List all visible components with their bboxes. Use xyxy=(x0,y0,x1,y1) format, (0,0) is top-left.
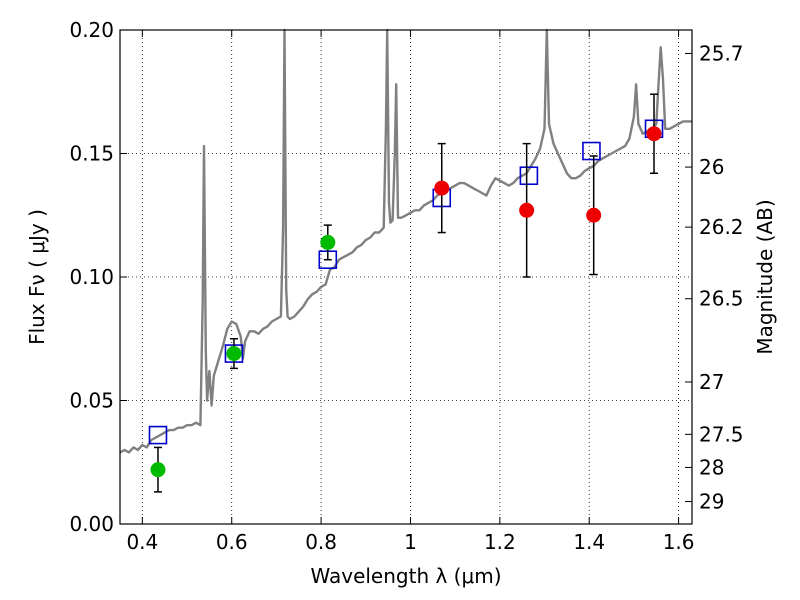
model-photometry-square xyxy=(582,141,601,161)
spectrum-layer xyxy=(119,28,692,454)
right-tick-label: 29 xyxy=(699,490,724,514)
observed-point xyxy=(150,462,166,478)
x-tick-label: 0.8 xyxy=(305,530,337,554)
right-tick-label: 25.7 xyxy=(699,41,744,65)
marker-layer xyxy=(148,93,664,493)
y-tick-label: 0.15 xyxy=(69,142,114,166)
x-tick-label: 0.6 xyxy=(216,530,248,554)
observed-point xyxy=(646,126,662,142)
tick-layer: 0.4 0.6 0.8 1 1.2 1.4 1.6 0.00 0.05 0.10 0.15 0.20 2… xyxy=(69,18,743,554)
x-tick-label: 1.2 xyxy=(484,530,516,554)
y-axis-label: Flux Fν ( μJy ) xyxy=(25,209,49,345)
x-tick-label: 1 xyxy=(404,530,417,554)
right-tick-label: 27.5 xyxy=(699,422,744,446)
y-tick-label: 0.05 xyxy=(69,389,114,413)
x-tick-label: 0.4 xyxy=(126,530,158,554)
x-tick-label: 1.6 xyxy=(663,530,695,554)
right-tick-label: 26 xyxy=(699,155,724,179)
right-tick-label: 27 xyxy=(699,370,724,394)
y-tick-label: 0.10 xyxy=(69,265,114,289)
observed-point xyxy=(519,202,535,218)
observed-point xyxy=(434,180,450,196)
right-tick-label: 26.5 xyxy=(699,287,744,311)
model-photometry-square xyxy=(148,425,168,445)
observed-point xyxy=(586,207,602,223)
model-photometry-square xyxy=(519,166,539,186)
right-axis-label: Magnitude (AB) xyxy=(753,199,777,354)
observed-point xyxy=(320,234,336,250)
spectrum-line xyxy=(119,28,692,454)
x-axis-label: Wavelength λ (μm) xyxy=(310,564,501,588)
y-tick-label: 0.00 xyxy=(69,512,114,536)
x-tick-label: 1.4 xyxy=(573,530,605,554)
observed-point xyxy=(226,346,242,362)
right-tick-label: 28 xyxy=(699,455,724,479)
right-tick-label: 26.2 xyxy=(699,215,744,239)
y-tick-label: 0.20 xyxy=(69,18,114,42)
